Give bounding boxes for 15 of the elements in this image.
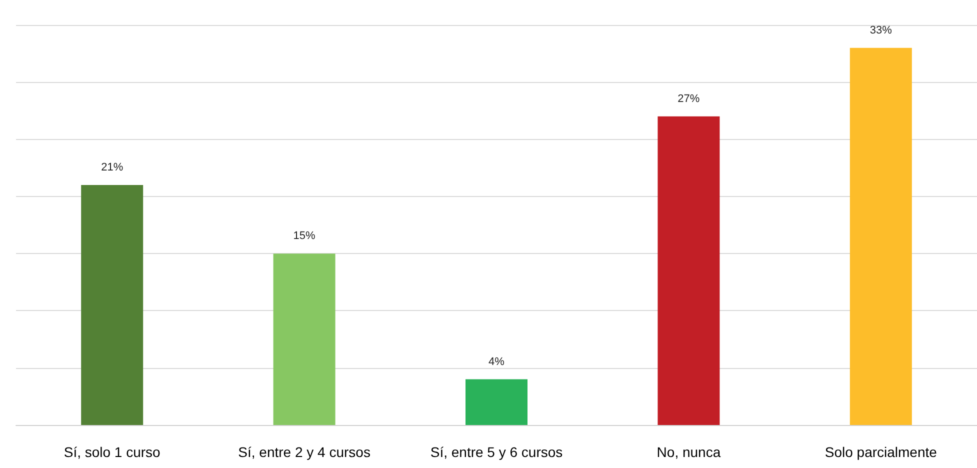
data-label: 33%	[870, 24, 892, 36]
x-tick-label: Sí, entre 2 y 4 cursos	[238, 444, 370, 460]
data-label: 15%	[293, 230, 316, 242]
data-label: 27%	[678, 92, 700, 105]
bar	[850, 48, 912, 425]
x-tick-label: No, nunca	[656, 444, 721, 460]
data-label: 21%	[101, 162, 124, 174]
bar	[466, 379, 528, 425]
x-tick-label: Sí, solo 1 curso	[64, 444, 161, 460]
data-label: 4%	[488, 356, 505, 368]
bar	[658, 116, 720, 425]
x-tick-label: Sí, entre 5 y 6 cursos	[430, 444, 563, 460]
bar	[273, 254, 336, 425]
x-tick-label: Solo parcialmente	[824, 444, 938, 460]
bar	[81, 185, 144, 425]
